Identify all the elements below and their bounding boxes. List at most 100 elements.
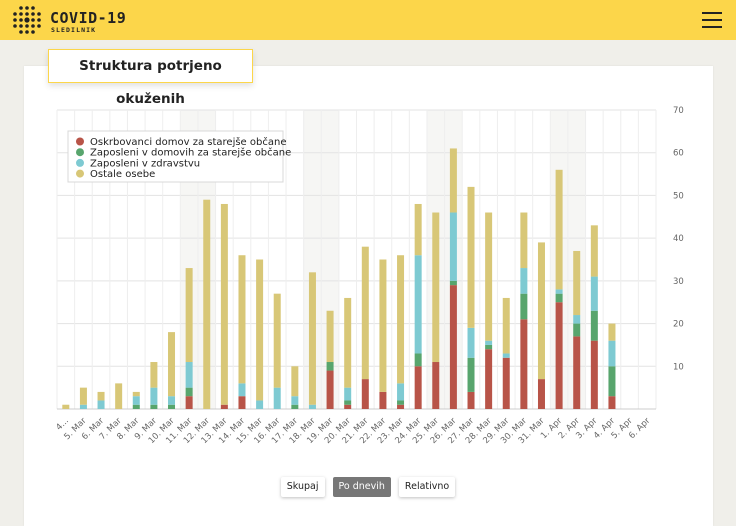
chart-title: Struktura potrjeno okuženih xyxy=(48,49,253,107)
y-tick-label: 50 xyxy=(673,191,684,201)
bar-segment xyxy=(537,379,545,409)
bar-segment xyxy=(449,280,457,286)
bar-segment xyxy=(432,212,440,363)
bar-segment xyxy=(573,336,581,409)
bar-segment xyxy=(520,268,528,294)
bar-segment xyxy=(79,404,87,409)
bar-segment xyxy=(414,203,422,256)
legend-marker xyxy=(76,169,84,178)
bar-segment xyxy=(608,396,616,409)
bar-segment xyxy=(608,340,616,367)
bar-segment xyxy=(502,297,510,354)
bar-segment xyxy=(449,148,457,213)
bar-segment xyxy=(590,340,598,409)
brand-subtitle: SLEDILNIK xyxy=(51,26,97,34)
legend-box xyxy=(67,130,284,183)
virus-logo-icon xyxy=(13,6,41,34)
bar-segment xyxy=(467,391,475,409)
bar-segment xyxy=(555,289,563,294)
legend-marker xyxy=(76,137,84,146)
button-relativno[interactable]: Relativno xyxy=(398,477,456,497)
legend-label: Zaposleni v domovih za starejše občane xyxy=(90,147,291,159)
bar-segment xyxy=(97,391,105,401)
bar-segment xyxy=(150,362,158,388)
bar-segment xyxy=(467,357,475,392)
bar-segment xyxy=(379,259,387,392)
y-tick-label: 30 xyxy=(673,277,684,287)
bar-segment xyxy=(608,323,616,341)
bar-segment xyxy=(256,259,264,401)
bar-segment xyxy=(238,255,246,384)
legend-marker xyxy=(76,158,84,167)
bar-segment xyxy=(485,349,493,409)
legend-marker xyxy=(76,148,84,157)
y-tick-label: 10 xyxy=(673,362,684,372)
bar-segment xyxy=(308,404,316,409)
bar-segment xyxy=(273,387,281,409)
bar-segment xyxy=(502,357,510,409)
bar-segment xyxy=(379,391,387,409)
bar-segment xyxy=(185,396,193,409)
bar-segment xyxy=(573,315,581,324)
y-tick-label: 70 xyxy=(673,106,684,116)
view-mode-buttons: Skupaj Po dnevih Relativno xyxy=(0,477,736,497)
bar-segment xyxy=(537,242,545,380)
y-tick-label: 40 xyxy=(673,234,684,244)
bar-segment xyxy=(397,383,405,401)
bar-segment xyxy=(185,387,193,397)
legend-label: Zaposleni v zdravstvu xyxy=(90,158,200,169)
bar-segment xyxy=(520,293,528,320)
bar-segment xyxy=(150,404,158,409)
bar-segment xyxy=(308,272,316,405)
bar-segment xyxy=(485,340,493,345)
bar-segment xyxy=(520,319,528,409)
bar-segment xyxy=(291,366,299,397)
bar-segment xyxy=(361,246,369,380)
bar-segment xyxy=(467,327,475,358)
bar-segment xyxy=(467,186,475,328)
bar-segment xyxy=(132,404,140,409)
bar-segment xyxy=(150,387,158,405)
bar-segment xyxy=(520,212,528,269)
bar-segment xyxy=(220,404,228,409)
bar-segment xyxy=(397,255,405,384)
bar-segment xyxy=(326,310,334,363)
bar-segment xyxy=(115,383,123,409)
y-tick-label: 20 xyxy=(673,320,684,330)
bar-segment xyxy=(326,362,334,371)
bar-segment xyxy=(273,293,281,388)
bar-segment xyxy=(220,203,228,405)
hamburger-menu-icon[interactable] xyxy=(702,12,722,28)
bar-segment xyxy=(97,400,105,409)
bar-segment xyxy=(203,199,211,409)
button-po-dnevih[interactable]: Po dnevih xyxy=(332,477,391,497)
brand-name: COVID-19 xyxy=(50,9,127,27)
bar-segment xyxy=(185,362,193,388)
bar-segment xyxy=(555,169,563,290)
y-tick-label: 60 xyxy=(673,149,684,159)
bar-segment xyxy=(608,366,616,397)
bar-segment xyxy=(344,297,352,388)
bar-segment xyxy=(485,212,493,341)
legend-label: Ostale osebe xyxy=(90,169,155,180)
bar-segment xyxy=(185,268,193,363)
bar-segment xyxy=(344,404,352,409)
bar-segment xyxy=(168,404,176,409)
bar-segment xyxy=(238,396,246,409)
bar-segment xyxy=(555,302,563,409)
top-bar: COVID-19 SLEDILNIK xyxy=(0,0,736,40)
button-skupaj[interactable]: Skupaj xyxy=(280,477,325,497)
bar-segment xyxy=(449,285,457,409)
bar-segment xyxy=(414,353,422,367)
bar-segment xyxy=(432,362,440,409)
bar-segment xyxy=(291,396,299,405)
bar-segment xyxy=(238,383,246,397)
bar-segment xyxy=(132,396,140,405)
bar-segment xyxy=(502,353,510,358)
bar-segment xyxy=(590,276,598,311)
bar-segment xyxy=(344,400,352,405)
bar-segment xyxy=(168,396,176,405)
bar-segment xyxy=(62,404,70,409)
bar-segment xyxy=(256,400,264,409)
